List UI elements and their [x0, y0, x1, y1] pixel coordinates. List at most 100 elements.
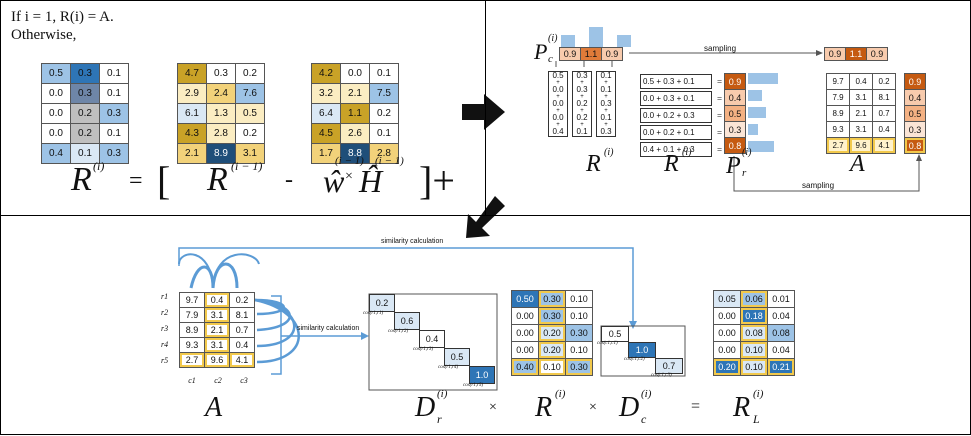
r-column-value: 0.3 [576, 85, 588, 94]
pr-bar-1 [748, 73, 778, 84]
plus-sign: + [580, 80, 584, 86]
matrix-cell: 0.8 [904, 137, 926, 154]
matrix-cell: 0.4 [904, 89, 926, 106]
sampling-label-bottom: sampling [802, 181, 835, 190]
r-column-value: 0.3 [600, 127, 612, 136]
matrix-cell: 0.5 [904, 105, 926, 122]
matrix-cell: 2.9 [177, 83, 207, 104]
eq-close-bracket-plus: ]+ [419, 158, 455, 203]
r-column-value: 0.2 [576, 99, 588, 108]
plus-sign: + [556, 80, 560, 86]
matrix-cell: 0.18 [740, 307, 768, 325]
matrix-cell: 0.08 [740, 324, 768, 342]
panel-residual-update: If i = 1, R(i) = A. Otherwise, 0.5 0.3 0.1… [0, 0, 486, 216]
matrix-cell: 0.5 [41, 63, 71, 84]
matrix-cell: 2.8 [206, 123, 236, 144]
matrix-cell: 0.9 [904, 73, 926, 90]
equals-sign: = [717, 127, 723, 138]
matrix-cell: 0.00 [713, 307, 741, 325]
pr-bar-3 [748, 107, 766, 118]
dr-diagonal-cell: 0.5 [444, 348, 470, 366]
equals-sign: = [717, 110, 723, 121]
matrix-cell: 0.00 [511, 307, 539, 325]
plus-sign: + [604, 122, 608, 128]
row-label: r5 [161, 356, 169, 365]
matrix-cell: 0.5 [724, 105, 746, 122]
down-left-arrow-icon [466, 196, 505, 238]
dc-cos-label: cos(c1,c1) [597, 341, 618, 346]
matrix-cell: 4.2 [311, 63, 341, 84]
pr-vector: 0.9 0.4 0.5 0.3 0.8 [724, 73, 746, 154]
matrix-cell: 8.9 [826, 105, 850, 122]
eq-equals: = [129, 168, 143, 194]
row-label: r2 [161, 308, 169, 317]
matrix-cell: 8.9 [206, 143, 236, 164]
matrix-cell: 0.20 [538, 324, 566, 342]
plus-sign: + [556, 122, 560, 128]
dr-cos-label: cos(r1,r3) [413, 347, 434, 352]
r-column-value: 0.0 [552, 113, 564, 122]
matrix-cell: 0.10 [740, 341, 768, 359]
r-column: 0.5 +0.0 +0.0 +0.0 +0.4 [548, 71, 568, 137]
dr-diagonal-cell: 1.0 [469, 366, 495, 384]
matrix-cell: 2.1 [204, 322, 230, 338]
panel-similarity: similarity calculation similarity calcul… [0, 215, 971, 435]
matrix-cell: 0.3 [206, 63, 236, 84]
matrix-cell: 0.5 [235, 103, 265, 124]
matrix-cell: 3.1 [849, 121, 873, 138]
matrix-cell: 0.1 [369, 123, 399, 144]
row-label: r3 [161, 324, 169, 333]
matrix-cell: 1.3 [206, 103, 236, 124]
column-label: c1 [188, 376, 196, 385]
matrix-cell: 0.1 [369, 63, 399, 84]
label-r-1-sup: (i) [604, 147, 614, 158]
column-label: c2 [214, 376, 222, 385]
matrix-cell: 0.3 [99, 103, 129, 124]
matrix-cell: 0.2 [369, 103, 399, 124]
matrix-cell: 3.1 [849, 89, 873, 106]
matrix-a-similarity: 9.7 0.4 0.2 7.9 3.1 8.1 8.9 2.1 0.7 9.3 3.1 0.4 2.7 9… [179, 292, 255, 368]
matrix-cell: 0.9 [724, 73, 746, 90]
matrix-cell: 2.1 [177, 143, 207, 164]
matrix-cell: 0.01 [767, 290, 795, 308]
label-pr-sup: (i) [742, 147, 752, 158]
dr-diagonal-cell: 0.2 [369, 294, 395, 312]
condition-text: If i = 1, R(i) = A. [11, 9, 114, 25]
matrix-cell: 0.2 [70, 123, 100, 144]
matrix-cell: 0.3 [70, 63, 100, 84]
eq-w-hat: ŵ [323, 163, 345, 199]
sum-expression: 0.0 + 0.2 + 0.1 [640, 125, 712, 140]
r-column-value: 0.4 [552, 127, 564, 136]
matrix-cell: 0.10 [565, 341, 593, 359]
matrix-cell: 6.4 [311, 103, 341, 124]
plus-sign: + [604, 80, 608, 86]
matrix-cell: 4.1 [872, 137, 896, 154]
dc-frame [600, 325, 686, 377]
matrix-cell: 0.3 [904, 121, 926, 138]
column-label: c3 [240, 376, 248, 385]
label-dc: D [619, 392, 640, 423]
matrix-cell: 8.8 [340, 143, 370, 164]
r-column-sums: 0.5 +0.0 +0.0 +0.0 +0.4 0.3 +0.3 +0.2 +0.2 +0.1 0.… [548, 71, 616, 137]
matrix-cell: 0.30 [565, 324, 593, 342]
panel2-graphics [555, 27, 922, 192]
r-column-value: 0.1 [600, 113, 612, 122]
matrix-cell: 0.3 [70, 83, 100, 104]
label-a: A [850, 151, 865, 177]
dr-cos-label: cos(r1,r2) [388, 329, 409, 334]
sum-expression: 0.4 + 0.1 + 0.3 [640, 142, 712, 157]
dc-diagonal-cell: 0.5 [601, 326, 629, 342]
matrix-cell: 0.9 [559, 47, 581, 61]
matrix-cell: 0.10 [565, 307, 593, 325]
plus-sign: + [580, 122, 584, 128]
label-dr-sub: r [437, 412, 442, 426]
matrix-cell: 9.3 [826, 121, 850, 138]
equals-sign: = [717, 144, 723, 155]
matrix-cell: 0.00 [511, 324, 539, 342]
dr-cos-label: cos(r1,r1) [363, 311, 384, 316]
matrix-cell: 0.50 [511, 290, 539, 308]
sim-calc-top-label: similarity calculation [381, 238, 444, 245]
r-column-value: 0.5 [552, 71, 564, 80]
matrix-cell: 0.00 [713, 341, 741, 359]
matrix-cell: 0.40 [511, 358, 539, 376]
